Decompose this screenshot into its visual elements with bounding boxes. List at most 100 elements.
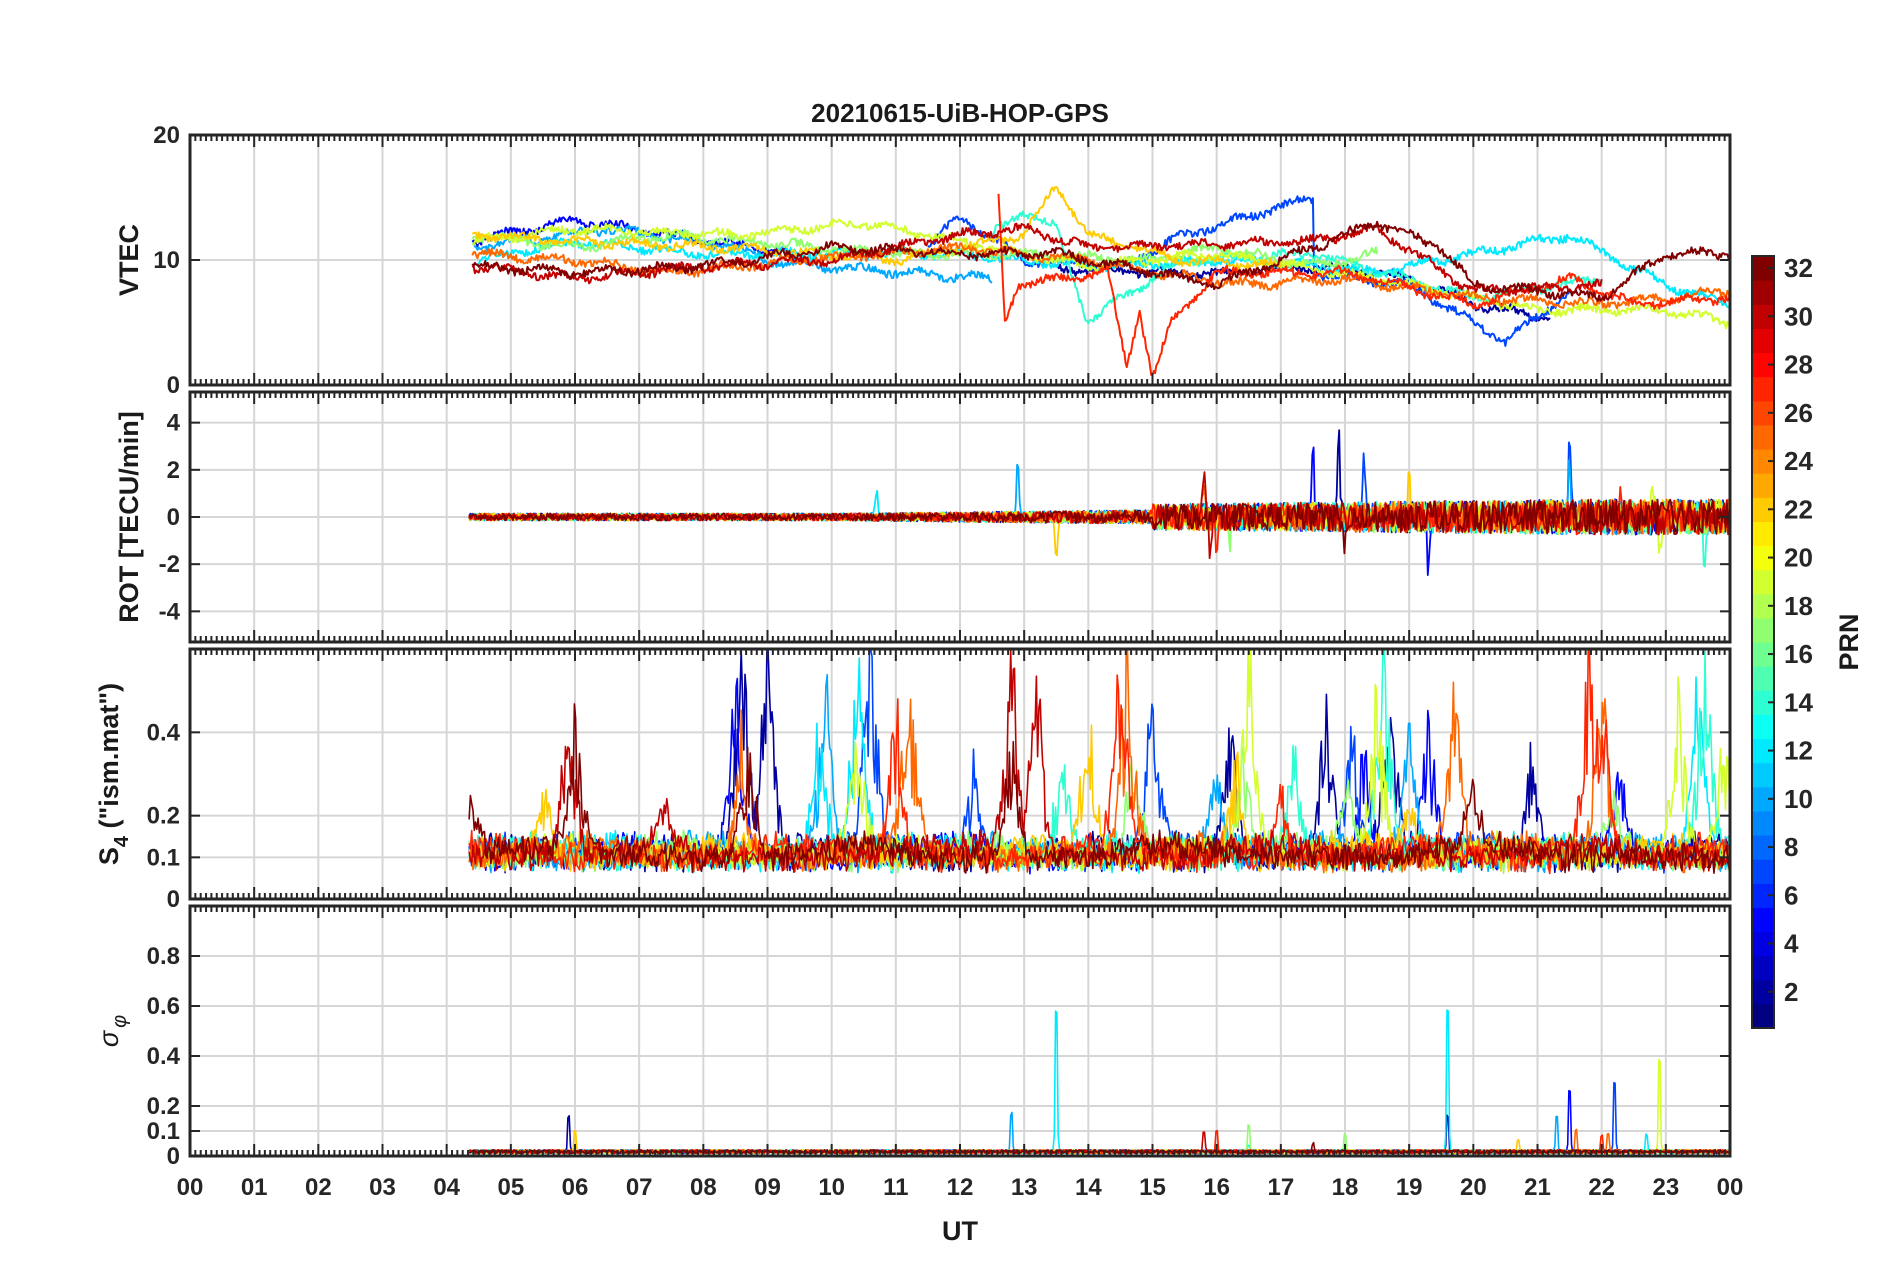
colorbar-swatch xyxy=(1752,810,1774,836)
x-tick-label: 00 xyxy=(1717,1174,1744,1201)
x-tick-label: 18 xyxy=(1332,1174,1359,1201)
x-tick-label: 08 xyxy=(690,1174,717,1201)
x-tick-label: 13 xyxy=(1011,1174,1038,1201)
panel-rot: -4 -2 0 2 4 ROT [TECU/min] xyxy=(114,390,1732,644)
y-tick-label: 20 xyxy=(153,122,180,149)
colorbar-swatch xyxy=(1752,497,1774,522)
colorbar-swatch xyxy=(1752,376,1774,402)
colorbar-tick-label: 30 xyxy=(1784,301,1813,331)
panel-rot-ylabel: ROT [TECU/min] xyxy=(114,411,144,622)
x-tick-label: 21 xyxy=(1524,1174,1551,1201)
colorbar-swatch xyxy=(1752,473,1774,498)
colorbar-swatch xyxy=(1752,762,1774,788)
x-tick-label: 07 xyxy=(626,1174,653,1201)
sigphi-ylabel-main: σ xyxy=(94,1029,124,1047)
colorbar-tick-label: 2 xyxy=(1784,977,1798,1007)
x-tick-label: 05 xyxy=(497,1174,524,1201)
sigphi-ylabel-sub: φ xyxy=(109,1015,131,1028)
colorbar-swatch xyxy=(1752,352,1774,378)
vtec-series-prn-30 xyxy=(471,222,1603,297)
colorbar-swatch xyxy=(1752,955,1774,981)
panel-s4-ylabel: S4 ("ism.mat") xyxy=(94,683,133,865)
y-tick-label: -2 xyxy=(159,551,180,578)
x-tick-label: 03 xyxy=(369,1174,396,1201)
y-tick-label: 0.2 xyxy=(147,803,180,830)
panel-vtec-ylabel: VTEC xyxy=(114,224,144,296)
y-tick-label: 0.1 xyxy=(147,844,180,871)
y-tick-label: -4 xyxy=(159,598,181,625)
y-tick-label: 10 xyxy=(153,247,180,274)
y-tick-label: 0 xyxy=(167,504,180,531)
colorbar-swatch xyxy=(1752,449,1774,474)
colorbar-swatch xyxy=(1752,835,1774,860)
x-tick-label: 06 xyxy=(562,1174,589,1201)
x-tick-label: 23 xyxy=(1652,1174,1679,1201)
colorbar-tick-label: 14 xyxy=(1784,687,1813,717)
y-tick-label: 0 xyxy=(167,1143,180,1170)
colorbar-tick-label: 16 xyxy=(1784,639,1813,669)
y-tick-label: 0.6 xyxy=(147,993,180,1020)
colorbar-swatch xyxy=(1752,690,1774,715)
x-tick-label: 10 xyxy=(818,1174,845,1201)
y-tick-label: 0.8 xyxy=(147,943,180,970)
colorbar-swatch xyxy=(1752,642,1774,667)
colorbar-tick-label: 18 xyxy=(1784,591,1813,621)
colorbar-tick-label: 6 xyxy=(1784,880,1798,910)
x-tick-label: 12 xyxy=(947,1174,974,1201)
colorbar-swatch xyxy=(1752,1003,1774,1029)
x-tick-label: 04 xyxy=(433,1174,460,1201)
s4-ylabel-suffix: ("ism.mat") xyxy=(94,683,124,836)
panel-sigphi-ylabel: σφ xyxy=(94,1015,131,1047)
panel-sigphi-ticks: 00.10.2 0.4 0.6 0.8 xyxy=(147,906,1731,1170)
panel-vtec-grid xyxy=(190,135,1730,385)
y-tick-label: 4 xyxy=(167,410,181,437)
x-tick-labels: 00 01 02 03 04 05 06 07 08 09 10 11 12 13 14 15 16 17 18 19… xyxy=(177,1174,1744,1201)
colorbar-swatch xyxy=(1752,617,1774,643)
colorbar-swatch xyxy=(1752,907,1774,933)
y-tick-label: 0.4 xyxy=(147,1043,181,1070)
colorbar-swatch xyxy=(1752,931,1774,957)
rot-series-prn-32 xyxy=(468,498,1731,555)
panel-vtec-ticks: 0 10 20 xyxy=(153,122,1731,399)
colorbar-swatch xyxy=(1752,400,1774,426)
panel-sigphi-grid xyxy=(190,906,1730,1156)
panel-rot-series xyxy=(468,429,1731,576)
colorbar-tick-label: 22 xyxy=(1784,494,1813,524)
colorbar-swatch xyxy=(1752,666,1774,691)
colorbar-tick-label: 12 xyxy=(1784,736,1813,766)
x-axis-label: UT xyxy=(942,1216,978,1246)
chart-title: 20210615-UiB-HOP-GPS xyxy=(811,98,1109,128)
colorbar-swatch xyxy=(1752,786,1774,812)
y-tick-label: 2 xyxy=(167,457,180,484)
x-tick-label: 15 xyxy=(1139,1174,1166,1201)
colorbar-tick-label: 8 xyxy=(1784,832,1798,862)
panel-rot-ticks: -4 -2 0 2 4 xyxy=(159,392,1731,642)
panel-vtec: 0 10 20 VTEC xyxy=(114,122,1732,399)
panel-s4-ticks: 0 0.1 0.2 0.4 xyxy=(147,649,1731,913)
vtec-series-prn-7 xyxy=(927,195,1571,347)
x-tick-label: 16 xyxy=(1203,1174,1230,1201)
y-tick-label: 0.1 xyxy=(147,1118,180,1145)
panel-sigphi: 00.10.2 0.4 0.6 0.8 σφ xyxy=(94,904,1732,1170)
s4-ylabel-sub: 4 xyxy=(111,835,133,847)
colorbar-swatch xyxy=(1752,304,1774,329)
colorbar-tick-label: 4 xyxy=(1784,929,1799,959)
x-tick-label: 11 xyxy=(883,1174,908,1201)
vtec-series-prn-10 xyxy=(471,224,993,284)
colorbar-swatch xyxy=(1752,569,1774,595)
x-tick-label: 14 xyxy=(1075,1174,1102,1201)
colorbar-swatch xyxy=(1752,859,1774,884)
x-tick-label: 19 xyxy=(1396,1174,1423,1201)
colorbar-swatch xyxy=(1752,883,1774,908)
colorbar-swatch xyxy=(1752,714,1774,740)
colorbar-swatch xyxy=(1752,256,1774,281)
x-tick-label: 02 xyxy=(305,1174,332,1201)
x-tick-label: 22 xyxy=(1588,1174,1615,1201)
x-tick-label: 00 xyxy=(177,1174,204,1201)
colorbar-tick-label: 20 xyxy=(1784,543,1813,573)
x-tick-label: 20 xyxy=(1460,1174,1487,1201)
colorbar-tick-label: 10 xyxy=(1784,784,1813,814)
colorbar-swatch xyxy=(1752,979,1774,1005)
colorbar-tick-label: 26 xyxy=(1784,398,1813,428)
